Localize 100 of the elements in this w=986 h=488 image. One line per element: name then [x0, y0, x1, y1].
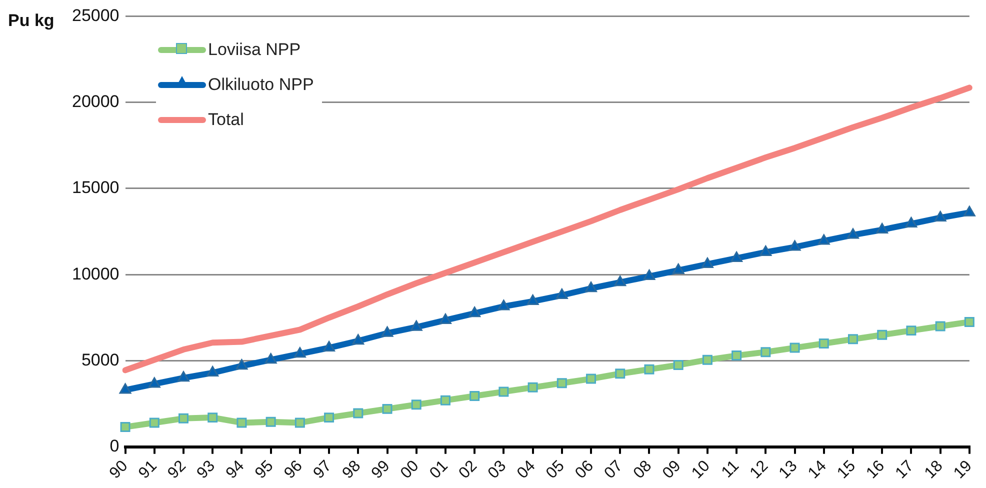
point — [382, 404, 392, 414]
point — [352, 334, 364, 345]
point — [119, 383, 132, 394]
point — [702, 258, 714, 268]
y-tick-label: 20000 — [72, 92, 120, 112]
x-tick-label: 10 — [688, 457, 714, 482]
x-tick-label: 95 — [252, 457, 277, 482]
x-tick-label: 07 — [601, 457, 626, 482]
point — [236, 359, 248, 370]
point — [528, 382, 538, 392]
point — [906, 326, 916, 336]
point — [468, 306, 481, 318]
point — [236, 418, 247, 428]
point — [672, 264, 684, 274]
point — [323, 341, 335, 352]
point — [760, 347, 771, 358]
x-tick-label: 98 — [339, 457, 364, 482]
point — [963, 206, 976, 216]
x-tick-label: 04 — [514, 457, 539, 482]
point — [964, 316, 974, 327]
point — [294, 347, 306, 358]
x-tick-label: 93 — [194, 457, 219, 482]
x-tick-label: 14 — [805, 457, 830, 482]
point — [760, 245, 772, 256]
point — [615, 368, 626, 379]
point — [410, 320, 422, 331]
x-tick-label: 94 — [223, 457, 248, 482]
point — [294, 418, 305, 428]
point — [264, 353, 277, 364]
point — [411, 400, 422, 410]
point — [324, 412, 334, 423]
point — [905, 217, 918, 228]
point — [935, 321, 946, 332]
point — [381, 326, 394, 337]
point — [732, 350, 742, 361]
legend-label: Total — [208, 110, 244, 130]
point — [178, 413, 188, 424]
point — [440, 313, 452, 324]
point — [644, 364, 654, 374]
y-tick-label: 0 — [110, 436, 120, 456]
x-tick-label: 11 — [718, 457, 743, 482]
point — [818, 234, 830, 245]
point — [148, 377, 160, 388]
x-tick-label: 16 — [863, 457, 888, 482]
point — [702, 354, 712, 365]
point — [556, 288, 568, 300]
point — [788, 240, 801, 251]
y-tick-label: 15000 — [72, 178, 120, 198]
point — [818, 338, 829, 348]
point — [498, 300, 510, 310]
point — [847, 228, 859, 239]
point — [526, 294, 539, 306]
point — [934, 210, 946, 222]
x-tick-label: 17 — [892, 457, 918, 482]
point — [266, 416, 276, 427]
x-tick-label: 97 — [310, 457, 336, 482]
point — [876, 223, 888, 234]
x-tick-label: 02 — [456, 457, 481, 482]
x-tick-label: 96 — [281, 457, 306, 482]
legend-label: Olkiluoto NPP — [208, 74, 314, 94]
point — [848, 334, 858, 344]
x-tick-label: 08 — [630, 457, 656, 482]
point — [790, 342, 800, 353]
x-tick-label: 13 — [776, 457, 801, 482]
x-tick-label: 12 — [747, 457, 772, 482]
x-tick-label: 92 — [164, 457, 190, 482]
x-tick-label: 15 — [834, 457, 860, 482]
x-tick-label: 06 — [572, 457, 598, 482]
x-tick-label: 91 — [136, 457, 160, 482]
point — [730, 251, 742, 262]
x-tick-label: 01 — [426, 457, 452, 482]
point — [643, 270, 656, 280]
point — [353, 408, 364, 418]
x-tick-label: 00 — [398, 457, 422, 482]
point — [585, 282, 597, 292]
legend-label: Loviisa NPP — [208, 40, 301, 60]
point — [614, 276, 626, 286]
point — [120, 422, 130, 432]
y-tick-label: 25000 — [72, 6, 120, 25]
point — [208, 412, 218, 423]
point — [586, 374, 596, 384]
x-tick-label: 99 — [368, 457, 394, 482]
point — [470, 391, 480, 402]
point — [673, 360, 684, 370]
y-tick-label: 10000 — [72, 264, 120, 284]
x-tick-label: 09 — [660, 457, 684, 482]
point — [440, 395, 450, 406]
point — [149, 418, 160, 428]
point — [498, 386, 509, 397]
point — [206, 366, 219, 377]
x-tick-label: 90 — [106, 457, 132, 482]
point — [877, 330, 888, 340]
point — [556, 378, 567, 388]
x-tick-label: 19 — [950, 457, 976, 482]
point — [178, 371, 190, 382]
x-tick-label: 05 — [543, 457, 568, 482]
x-tick-label: 03 — [485, 457, 510, 482]
y-tick-label: 5000 — [81, 350, 120, 370]
y-axis-title: Pu kg — [8, 11, 54, 31]
x-tick-label: 18 — [922, 457, 946, 482]
